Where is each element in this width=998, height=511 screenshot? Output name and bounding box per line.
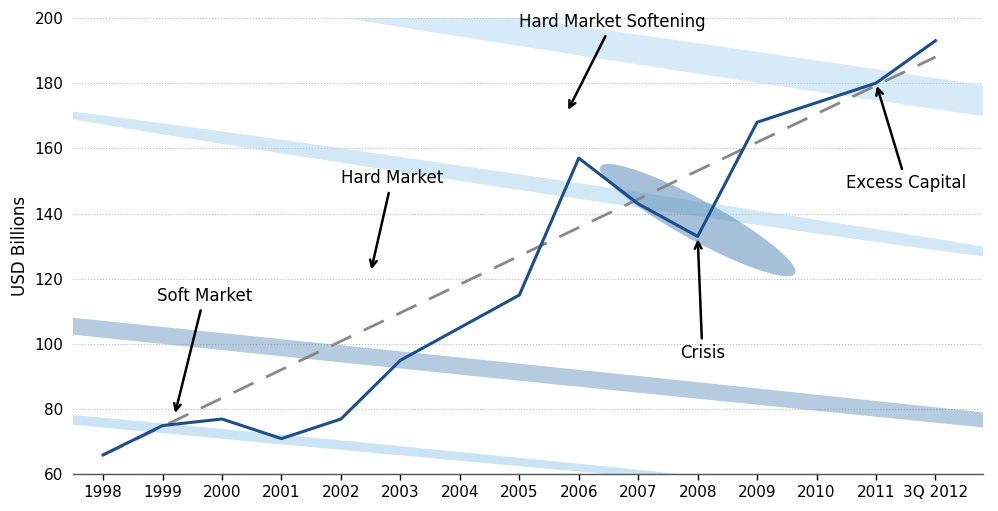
Text: Hard Market Softening: Hard Market Softening [519,13,706,107]
Ellipse shape [0,366,830,492]
Y-axis label: USD Billions: USD Billions [11,196,29,296]
Ellipse shape [0,212,998,496]
Text: Soft Market: Soft Market [157,287,251,410]
Text: Excess Capital: Excess Capital [846,88,966,193]
Text: Crisis: Crisis [680,242,725,362]
Text: Hard Market: Hard Market [341,170,443,267]
Ellipse shape [55,0,998,204]
Ellipse shape [600,164,795,276]
Ellipse shape [0,104,998,271]
